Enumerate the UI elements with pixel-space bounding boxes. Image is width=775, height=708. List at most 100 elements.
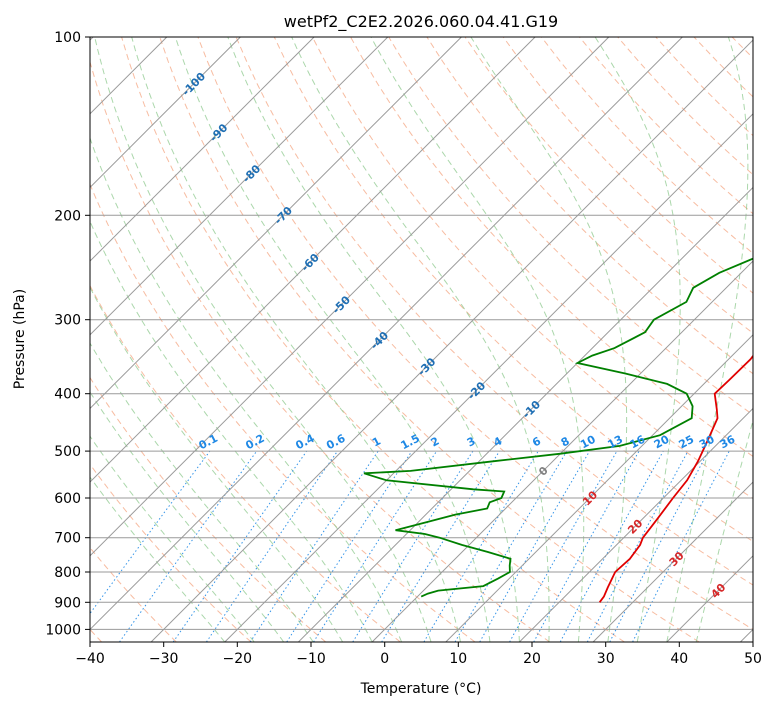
y-axis-label: Pressure (hPa) (12, 289, 28, 389)
dry-adiabat (90, 463, 252, 642)
isotherm-gridline (90, 37, 610, 557)
pressure-gridlines (90, 37, 753, 630)
isotherm-gridlines (90, 37, 753, 642)
isotherm-gridline (90, 37, 241, 189)
moist-adiabat (291, 37, 550, 642)
moist-adiabat (370, 37, 585, 642)
y-tick-label: 800 (54, 565, 81, 581)
moist-adiabat (90, 342, 314, 642)
x-tick-label: 20 (523, 651, 541, 667)
mixing-ratio-label: 16 (628, 433, 648, 452)
x-tick-label: −10 (296, 651, 326, 667)
dry-adiabat (90, 60, 551, 642)
mixing-ratio-line (632, 450, 730, 642)
isotherm-gridline (150, 39, 753, 642)
mixing-ratio-line (119, 450, 258, 642)
isotherm-gridline (298, 186, 753, 642)
temperature-line (598, 354, 753, 603)
moist-adiabat (94, 37, 432, 642)
mixing-ratio-lines (90, 450, 730, 642)
x-tick-label: 0 (380, 651, 389, 667)
sounding-curves (363, 257, 753, 603)
mixing-ratio-label: 6 (530, 434, 543, 449)
isotherm-gridline (224, 113, 753, 642)
dry-adiabat (90, 284, 401, 642)
chart-title: wetPf2_C2E2.2026.060.04.41.G19 (284, 12, 558, 32)
y-tick-label: 900 (54, 595, 81, 611)
moist-adiabat (666, 37, 749, 642)
moist-adiabat (131, 37, 461, 642)
mixing-ratio-line (454, 450, 568, 642)
y-tick-label: 700 (54, 531, 81, 547)
mixing-ratio-label: 13 (605, 433, 625, 452)
isotherm-label: -80 (240, 162, 263, 185)
isotherm-gridline (740, 628, 753, 642)
mixing-ratio-label: 0.1 (197, 432, 220, 453)
isotherm-label: -40 (368, 329, 391, 352)
mixing-ratio-line (533, 450, 640, 642)
moist-adiabat (695, 418, 753, 642)
mixing-ratio-line (313, 450, 438, 642)
mixing-ratio-line (559, 450, 664, 642)
x-tick-label: 40 (670, 651, 688, 667)
isotherm-label: -100 (180, 70, 209, 99)
x-tick-label: 50 (744, 651, 762, 667)
x-tick-label: 30 (597, 651, 615, 667)
mixing-ratio-label: 8 (559, 434, 572, 449)
isotherm-gridline (90, 37, 536, 483)
dry-adiabat (121, 37, 625, 642)
dry-adiabat (350, 37, 753, 458)
dry-adiabat (197, 37, 753, 630)
mixing-ratio-line (509, 450, 618, 642)
isotherm-gridline (592, 481, 753, 642)
moist-adiabat (90, 220, 373, 642)
dry-adiabat (541, 37, 753, 254)
dry-adiabat (235, 37, 753, 586)
y-tick-label: 600 (54, 491, 81, 507)
isotherm-label: -70 (272, 204, 295, 227)
y-tick-label: 100 (54, 30, 81, 46)
mixing-ratio-label: 30 (697, 433, 717, 452)
isotherm-gridline (90, 37, 389, 336)
dry-adiabat (502, 37, 753, 294)
dry-adiabat (311, 37, 753, 500)
dewpoint-line (363, 257, 753, 598)
mixing-ratio-label: 10 (578, 433, 598, 452)
moist-adiabat (594, 37, 681, 642)
mixing-ratio-line (205, 450, 338, 642)
y-axis-ticks: 100 200 300 400 500 600 700 800 900 1000 (45, 30, 90, 638)
isotherm-label: -10 (520, 398, 543, 421)
isotherm-gridline (90, 37, 315, 262)
y-tick-label: 400 (54, 387, 81, 403)
isotherm-label: -60 (299, 251, 322, 274)
x-axis-label: Temperature (°C) (360, 681, 482, 697)
dry-adiabat (273, 37, 753, 543)
moist-adiabat (90, 435, 255, 642)
y-tick-label: 300 (54, 313, 81, 329)
mixing-ratio-line (172, 450, 308, 642)
isotherm-gridline (90, 37, 683, 631)
dry-adiabat (90, 376, 327, 642)
mixing-ratio-label: 36 (718, 433, 738, 452)
moist-adiabat (90, 286, 344, 642)
dry-adiabat (388, 37, 753, 416)
x-tick-label: −30 (149, 651, 179, 667)
y-tick-label: 1000 (45, 622, 81, 638)
mixing-ratio-line (586, 450, 689, 642)
mixing-ratio-line (90, 450, 211, 615)
isotherm-gridline (371, 260, 753, 642)
mixing-ratio-line (286, 450, 413, 642)
x-tick-label: 10 (449, 651, 467, 667)
mixing-ratio-label: 1 (370, 434, 383, 449)
dry-adiabat (159, 37, 700, 642)
isotherm-gridline (666, 555, 753, 642)
dry-adiabats (90, 37, 775, 642)
mixing-ratio-label: 1.5 (399, 432, 422, 453)
dry-adiabat (770, 37, 775, 642)
y-tick-label: 200 (54, 208, 81, 224)
moist-adiabat (90, 476, 226, 642)
dry-adiabat (655, 37, 753, 137)
x-axis-ticks: −40 −30 −20 −10 0 10 20 30 40 50 (75, 642, 762, 667)
mixing-ratio-line (381, 450, 500, 642)
